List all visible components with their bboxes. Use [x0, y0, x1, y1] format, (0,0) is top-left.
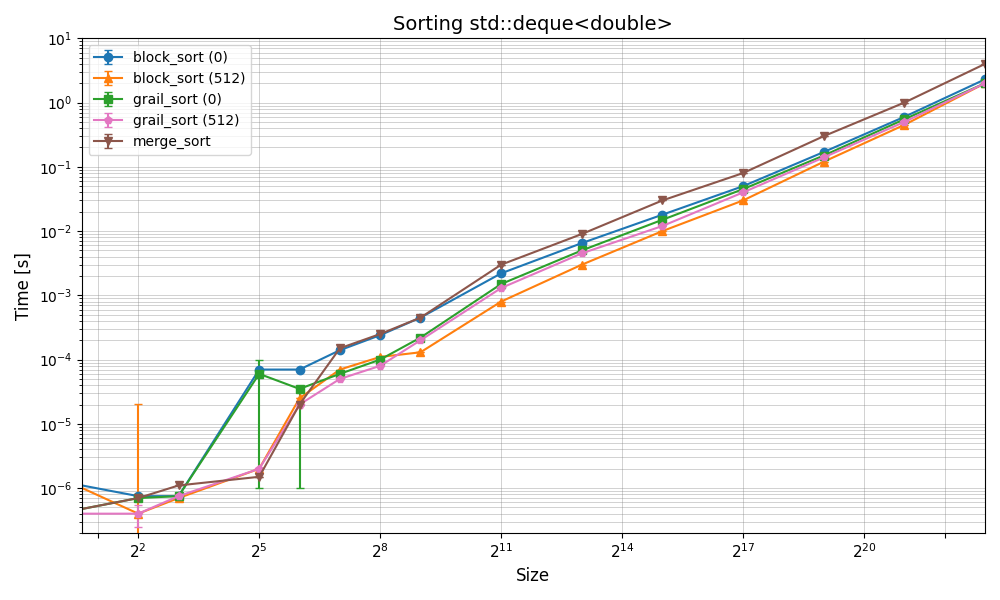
X-axis label: Size: Size	[516, 567, 550, 585]
Legend: block_sort (0), block_sort (512), grail_sort (0), grail_sort (512), merge_sort: block_sort (0), block_sort (512), grail_…	[89, 45, 251, 155]
Y-axis label: Time [s]: Time [s]	[15, 252, 33, 320]
Title: Sorting std::deque<double>: Sorting std::deque<double>	[393, 15, 673, 34]
